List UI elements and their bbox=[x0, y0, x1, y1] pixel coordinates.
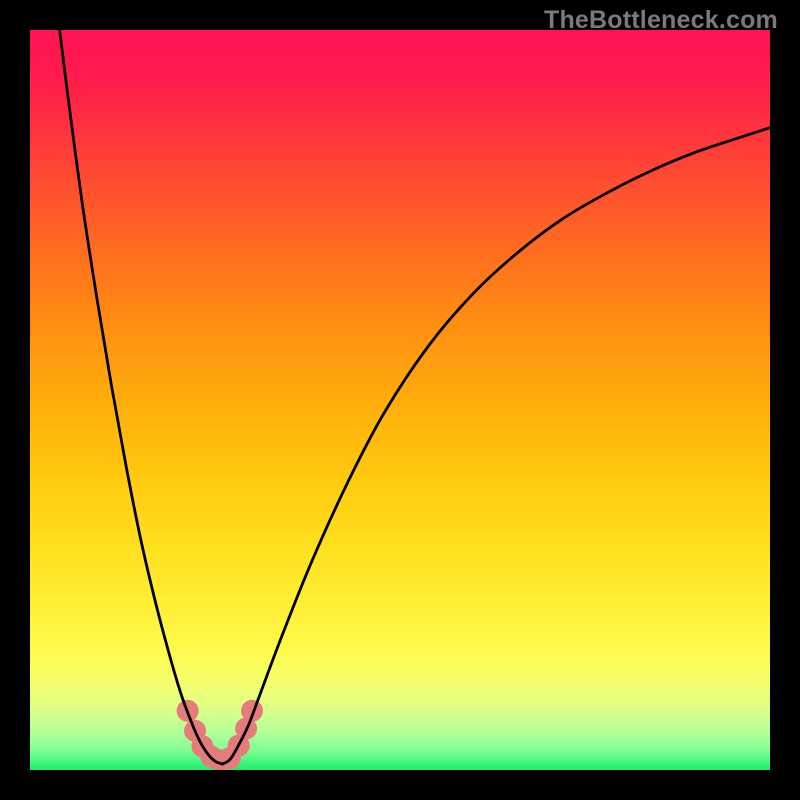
plot-area bbox=[30, 30, 770, 770]
gradient-background bbox=[30, 30, 770, 770]
bottleneck-chart bbox=[30, 30, 770, 770]
chart-frame: TheBottleneck.com bbox=[0, 0, 800, 800]
